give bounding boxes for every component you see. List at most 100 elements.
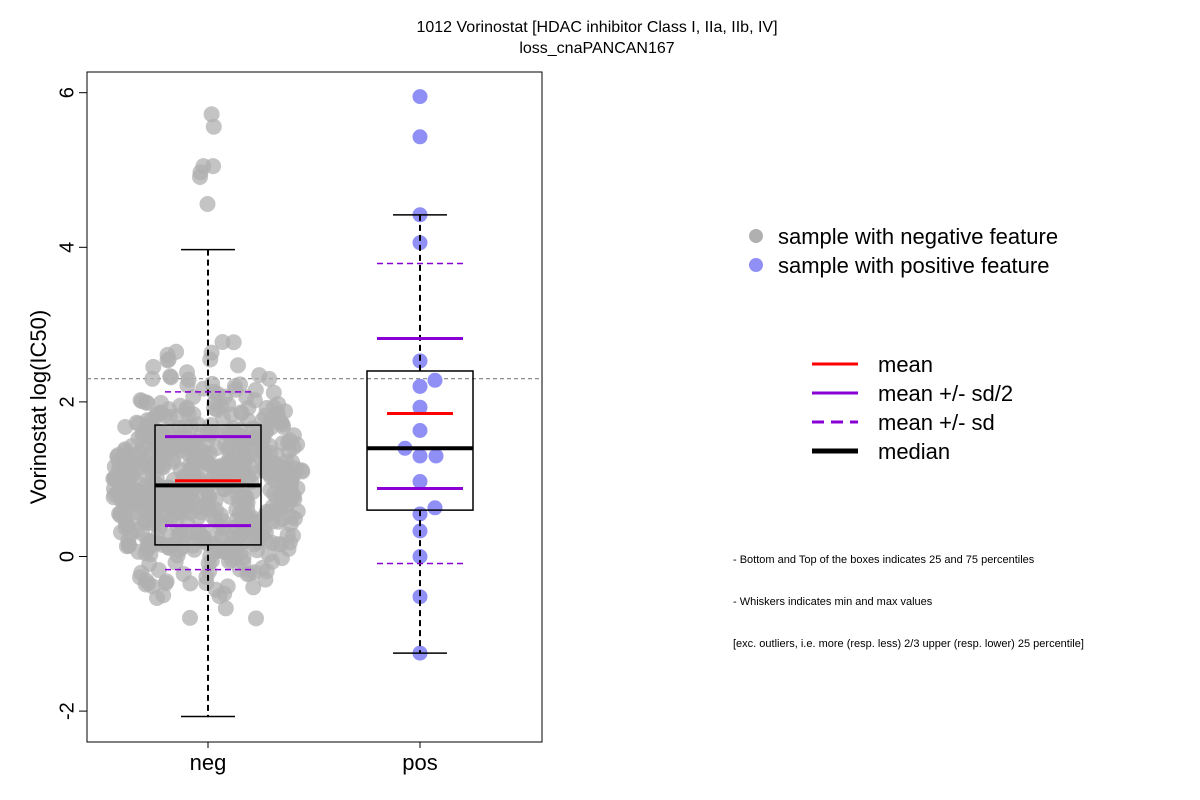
- pos-sample-point: [412, 129, 428, 145]
- pos-sample-point: [412, 235, 428, 251]
- neg-sample-point: [230, 357, 246, 374]
- neg-sample-point: [283, 489, 300, 506]
- neg-sample-point: [159, 352, 176, 369]
- neg-sample-point: [175, 566, 192, 582]
- neg-sample-point: [158, 447, 175, 464]
- footnote-line-2: - Whiskers indicates min and max values: [733, 596, 933, 608]
- neg-sample-point: [199, 196, 216, 212]
- neg-sample-point: [116, 443, 133, 459]
- neg-sample-point: [183, 525, 200, 542]
- neg-sample-point: [263, 469, 280, 486]
- neg-sample-point: [160, 485, 177, 502]
- y-tick-label: 6: [56, 87, 78, 98]
- pos-sample-point: [412, 399, 428, 415]
- neg-sample-point: [128, 495, 145, 512]
- neg-sample-point: [148, 407, 165, 424]
- neg-sample-point: [217, 600, 234, 617]
- neg-sample-point: [225, 334, 242, 351]
- pos-sample-point: [412, 353, 428, 369]
- legend-line-label: mean: [878, 352, 933, 377]
- neg-sample-point: [158, 573, 175, 590]
- pos-sample-point: [412, 448, 428, 464]
- pos-sample-point: [427, 372, 443, 388]
- pos-sample-point: [412, 549, 428, 564]
- neg-sample-point: [144, 370, 161, 387]
- footnote-line-3: [exc. outliers, i.e. more (resp. less) 2…: [733, 638, 1084, 650]
- neg-sample-point: [162, 368, 179, 385]
- x-tick-label-neg: neg: [190, 750, 227, 775]
- neg-sample-point: [260, 546, 277, 563]
- neg-sample-point: [200, 555, 217, 572]
- footnote: - Bottom and Top of the boxes indicates …: [733, 525, 1084, 665]
- neg-sample-point: [227, 381, 244, 398]
- box-pos: [366, 370, 474, 511]
- neg-sample-point: [256, 508, 273, 525]
- neg-sample-point: [145, 358, 162, 375]
- neg-sample-point: [281, 534, 298, 551]
- plot-frame: [86, 71, 543, 743]
- neg-sample-point: [245, 430, 262, 447]
- neg-sample-point: [182, 609, 198, 626]
- neg-sample-point: [163, 498, 180, 515]
- neg-sample-point: [269, 536, 286, 553]
- neg-sample-point: [245, 579, 262, 596]
- y-tick-label: 0: [56, 551, 78, 562]
- pos-sample-point: [427, 500, 443, 516]
- neg-sample-point: [251, 367, 268, 384]
- legend-line-label: mean +/- sd: [878, 410, 995, 435]
- pos-sample-point: [412, 89, 428, 105]
- neg-sample-point: [112, 504, 129, 521]
- footnote-line-1: - Bottom and Top of the boxes indicates …: [733, 554, 1035, 566]
- neg-sample-point: [247, 382, 264, 398]
- neg-sample-point: [205, 118, 222, 135]
- neg-sample-point: [232, 544, 249, 561]
- neg-sample-point: [258, 452, 275, 469]
- neg-sample-point: [171, 542, 188, 559]
- neg-sample-point: [256, 520, 273, 537]
- neg-sample-point: [138, 572, 155, 589]
- neg-sample-point: [282, 516, 299, 533]
- neg-sample-point: [216, 464, 233, 481]
- neg-sample-point: [200, 500, 217, 517]
- neg-sample-point: [139, 532, 156, 549]
- pos-sample-point: [412, 589, 428, 605]
- y-axis-label: Vorinostat log(IC50): [26, 310, 51, 504]
- neg-sample-point: [142, 546, 159, 563]
- neg-sample-point: [284, 469, 300, 486]
- neg-sample-point: [203, 344, 220, 361]
- neg-sample-point: [179, 377, 196, 394]
- x-tick-label-pos: pos: [402, 750, 437, 775]
- legend-point-label: sample with negative feature: [778, 224, 1058, 249]
- neg-sample-point: [220, 441, 237, 457]
- neg-sample-point: [139, 394, 156, 411]
- neg-sample-point: [105, 470, 122, 487]
- neg-sample-point: [240, 469, 257, 486]
- neg-sample-point: [198, 575, 215, 592]
- chart-subtitle: loss_cnaPANCAN167: [519, 40, 675, 57]
- legend-point-marker: [749, 258, 763, 272]
- neg-sample-point: [197, 454, 214, 471]
- neg-sample-point: [192, 169, 208, 185]
- chart-title: 1012 Vorinostat [HDAC inhibitor Class I,…: [416, 19, 778, 36]
- neg-sample-point: [121, 468, 138, 485]
- neg-sample-point: [239, 494, 256, 511]
- neg-sample-point: [179, 439, 196, 455]
- neg-sample-point: [285, 439, 302, 456]
- legend-line-label: median: [878, 439, 950, 464]
- neg-sample-point: [269, 405, 286, 422]
- neg-sample-point: [150, 562, 167, 579]
- pos-sample-point: [412, 474, 428, 489]
- pos-sample-point: [412, 423, 428, 438]
- neg-sample-point: [206, 395, 223, 412]
- neg-sample-point: [131, 444, 148, 461]
- legend-point-marker: [749, 229, 763, 243]
- legend-point-label: sample with positive feature: [778, 253, 1049, 278]
- neg-sample-point: [233, 405, 250, 422]
- neg-sample-point: [270, 513, 287, 530]
- neg-sample-point: [160, 401, 177, 418]
- neg-sample-point: [149, 590, 165, 606]
- neg-sample-point: [184, 492, 201, 509]
- neg-sample-point: [203, 106, 220, 123]
- neg-sample-point: [265, 384, 282, 401]
